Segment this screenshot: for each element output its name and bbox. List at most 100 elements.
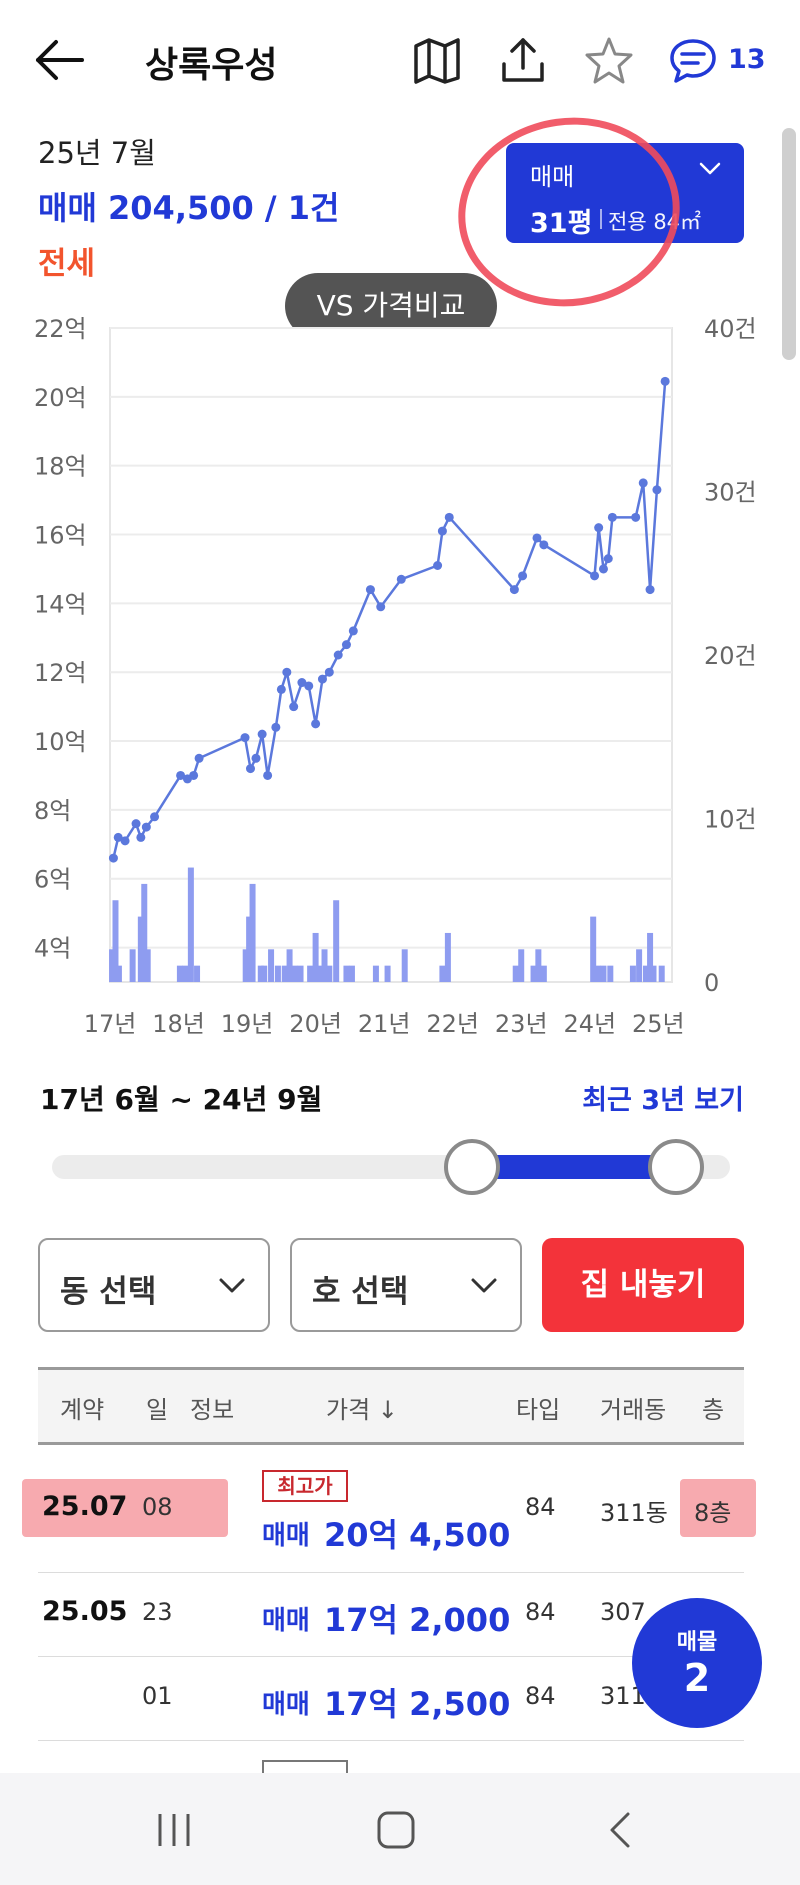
divider xyxy=(38,1367,744,1370)
price-point xyxy=(652,485,662,495)
y2-tick-label: 20건 xyxy=(704,642,757,670)
volume-bar xyxy=(343,965,350,982)
home-icon[interactable] xyxy=(374,1808,418,1852)
price-point xyxy=(304,681,314,691)
chevron-down-icon xyxy=(699,162,721,175)
price-point xyxy=(120,836,130,846)
price-point xyxy=(150,812,160,822)
col-floor[interactable]: 층 xyxy=(702,1396,725,1424)
volume-bar xyxy=(182,965,189,982)
volume-bar xyxy=(600,965,607,982)
range-handle-start[interactable] xyxy=(444,1139,501,1195)
y2-tick-label: 30건 xyxy=(704,479,757,507)
system-nav-bar xyxy=(0,1773,800,1885)
x-tick-label: 18년 xyxy=(152,1010,205,1038)
highlight-marker xyxy=(22,1479,228,1537)
volume-bar xyxy=(281,965,288,982)
y-tick-label: 8억 xyxy=(34,797,71,825)
price-point xyxy=(263,770,273,780)
volume-bar xyxy=(137,916,144,982)
y-tick-label: 4억 xyxy=(34,935,71,963)
divider xyxy=(38,1442,744,1445)
list-home-button[interactable]: 집 내놓기 xyxy=(542,1238,744,1332)
price-point xyxy=(176,770,186,780)
price-point xyxy=(246,764,255,774)
volume-bar xyxy=(115,965,122,982)
volume-bar xyxy=(246,916,253,982)
volume-bar xyxy=(321,949,328,982)
price-point xyxy=(607,512,617,522)
price-point xyxy=(194,753,204,763)
price-point xyxy=(396,574,406,584)
row-price[interactable]: 17억 2,000 xyxy=(324,1601,511,1639)
volume-bar xyxy=(348,965,355,982)
chevron-down-icon xyxy=(471,1278,497,1293)
volume-bar xyxy=(650,965,657,982)
price-point xyxy=(539,540,549,550)
star-icon[interactable] xyxy=(584,36,634,86)
volume-bar xyxy=(535,949,542,982)
y2-tick-label: 10건 xyxy=(704,806,757,834)
price-point xyxy=(317,674,327,684)
col-contract[interactable]: 계약 xyxy=(60,1396,105,1424)
price-point xyxy=(341,640,351,650)
x-tick-label: 23년 xyxy=(495,1010,548,1038)
col-dong[interactable]: 거래동 xyxy=(600,1396,667,1424)
price-point xyxy=(518,571,528,581)
row-price[interactable]: 17억 2,500 xyxy=(324,1685,511,1723)
volume-bar xyxy=(636,949,643,982)
back-icon[interactable] xyxy=(600,1808,644,1852)
col-type[interactable]: 타입 xyxy=(516,1396,561,1424)
jeonse-label[interactable]: 전세 xyxy=(38,246,96,282)
map-icon[interactable] xyxy=(412,36,462,86)
share-icon[interactable] xyxy=(498,36,548,86)
price-point xyxy=(136,832,146,842)
ho-select[interactable]: 호 선택 xyxy=(290,1238,522,1332)
row-deal-kind: 매매 xyxy=(262,1690,310,1720)
price-point xyxy=(108,853,118,863)
price-point xyxy=(532,533,542,543)
comment-count[interactable]: 13 xyxy=(728,44,766,75)
trade-summary: 매매 204,500 / 1건 xyxy=(38,189,340,227)
row-price[interactable]: 20억 4,500 xyxy=(324,1516,511,1554)
volume-bar xyxy=(274,965,281,982)
ho-select-label: 호 선택 xyxy=(312,1274,409,1310)
price-point xyxy=(297,678,307,688)
col-info[interactable]: 정보 xyxy=(190,1396,235,1424)
scrollbar-thumb[interactable] xyxy=(782,128,796,360)
back-arrow-icon[interactable] xyxy=(34,38,86,82)
col-day[interactable]: 일 xyxy=(146,1396,169,1424)
recent-apps-icon[interactable] xyxy=(152,1808,196,1852)
volume-bar xyxy=(292,965,299,982)
volume-bar xyxy=(333,900,340,982)
row-date: 25.05 xyxy=(42,1596,128,1627)
price-point xyxy=(240,733,250,743)
col-price[interactable]: 가격 ↓ xyxy=(326,1396,398,1424)
recent-3-years-link[interactable]: 최근 3년 보기 xyxy=(582,1085,744,1116)
volume-bar xyxy=(268,949,275,982)
area-type-selector[interactable]: 매매 31평 전용 84㎡ xyxy=(506,143,744,243)
volume-bar xyxy=(594,965,601,982)
price-point xyxy=(141,822,151,832)
volume-bar xyxy=(144,949,151,982)
row-day: 23 xyxy=(142,1598,173,1626)
x-tick-label: 25년 xyxy=(632,1010,685,1038)
price-point xyxy=(631,512,641,522)
volume-bar xyxy=(242,949,249,982)
volume-bar xyxy=(642,965,649,982)
comment-icon[interactable] xyxy=(668,36,718,86)
price-point xyxy=(131,819,141,829)
price-point xyxy=(437,526,447,536)
price-chart[interactable]: 22억 20억 18억 16억 14억 12억 10억 8억 6억 4억 40건 30건 20건 10건 0… xyxy=(0,300,800,1040)
listing-count-button[interactable]: 매물 2 xyxy=(632,1598,762,1728)
volume-bar xyxy=(607,965,614,982)
price-point xyxy=(282,667,292,677)
dong-select[interactable]: 동 선택 xyxy=(38,1238,270,1332)
volume-bar xyxy=(518,949,525,982)
pyeong-label: 31평 xyxy=(530,208,593,239)
x-tick-label: 20년 xyxy=(289,1010,342,1038)
range-handle-end[interactable] xyxy=(647,1139,704,1195)
divider xyxy=(38,1572,744,1573)
row-type: 84 xyxy=(525,1598,556,1626)
row-dong: 311동 xyxy=(600,1499,668,1527)
